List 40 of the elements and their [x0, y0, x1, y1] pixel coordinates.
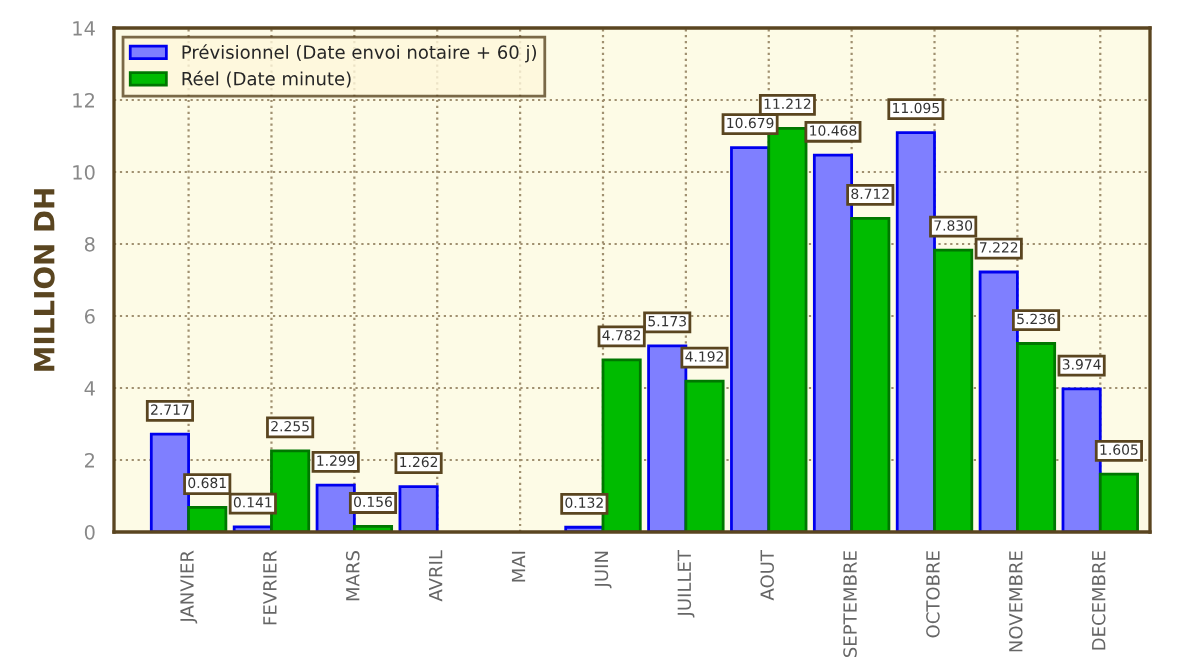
- x-tick-label: MARS: [345, 551, 360, 601]
- x-tick-label: JUIN: [594, 551, 612, 589]
- bar: [1061, 387, 1102, 532]
- y-tick-label: 12: [73, 92, 94, 108]
- bar: [1016, 342, 1057, 532]
- bar: [187, 506, 228, 532]
- x-tick-label: JANVIER: [180, 550, 198, 624]
- y-tick-label: 2: [85, 452, 94, 468]
- x-tick-label: JUILLET: [677, 550, 695, 618]
- bar: [647, 344, 688, 532]
- bar: [850, 216, 891, 532]
- bar: [270, 449, 311, 532]
- x-tick-label: AOUT: [760, 550, 774, 601]
- y-tick-label: 14: [73, 21, 95, 36]
- legend-label: Réel (Date minute): [182, 70, 351, 88]
- bar: [398, 485, 439, 532]
- y-tick-label: 8: [84, 236, 95, 252]
- x-tick-label: NOVEMBRE: [1008, 551, 1023, 652]
- x-tick-label: OCTOBRE: [926, 551, 940, 638]
- bar: [149, 432, 190, 532]
- bar: [933, 248, 974, 532]
- y-tick-label: 10: [73, 164, 95, 180]
- bar: [978, 270, 1019, 532]
- x-tick-label: SEPTEMBRE: [843, 551, 857, 657]
- bar: [812, 153, 854, 532]
- bar: [601, 358, 642, 532]
- y-tick-label: 6: [84, 308, 95, 324]
- x-tick-label: AVRIL: [429, 550, 443, 602]
- bar: [684, 379, 725, 532]
- bar: [767, 126, 808, 532]
- x-tick-label: DECEMBRE: [1091, 551, 1106, 650]
- y-tick-label: 0: [84, 524, 95, 540]
- x-tick-label: FEVRIER: [263, 550, 277, 625]
- y-axis-title: MILLION DH: [33, 189, 55, 371]
- bar: [1098, 472, 1139, 532]
- x-tick-label: MAI: [511, 551, 526, 582]
- legend-label: Prévisionnel (Date envoi notaire + 60 j): [182, 44, 537, 63]
- bar: [895, 131, 936, 532]
- y-tick-label: 4: [84, 381, 95, 396]
- bar: [730, 146, 771, 532]
